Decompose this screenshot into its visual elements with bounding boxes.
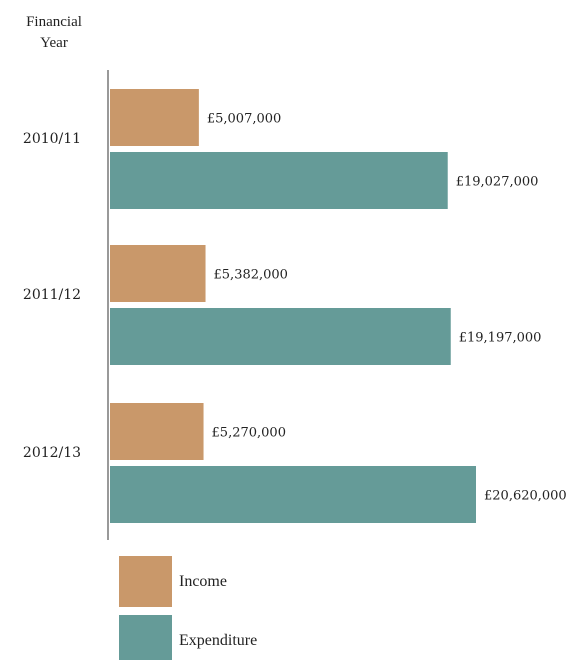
expenditure-value-label: £19,197,000 [459,331,542,346]
y-axis-title-line-2: Year [40,35,68,51]
legend-swatch [119,556,172,607]
expenditure-value-label: £19,027,000 [456,175,539,190]
expenditure-bar [110,308,451,365]
legend-label: Income [179,573,227,590]
y-axis-title-line-1: Financial [26,14,82,30]
income-value-label: £5,007,000 [207,112,281,127]
category-label: 2010/11 [23,131,81,147]
income-bar [110,89,199,146]
legend-swatch [119,615,172,660]
income-value-label: £5,382,000 [214,268,288,283]
expenditure-bar [110,152,448,209]
legend: Income Expenditure [119,556,257,660]
bars-group: 2010/11 £5,007,000 £19,027,000 2011/12 £5,38… [23,89,567,523]
expenditure-bar [110,466,476,523]
category-label: 2012/13 [23,445,81,461]
income-value-label: £5,270,000 [212,426,286,441]
category-label: 2011/12 [23,287,81,303]
income-bar [110,403,204,460]
income-bar [110,245,206,302]
expenditure-value-label: £20,620,000 [484,489,567,504]
legend-label: Expenditure [179,632,257,649]
